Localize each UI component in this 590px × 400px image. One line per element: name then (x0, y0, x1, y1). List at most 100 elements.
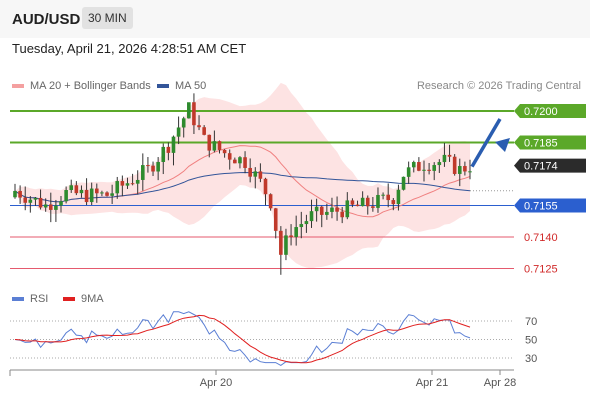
ma20-legend-label: MA 20 + Bollinger Bands (30, 80, 151, 92)
forecast-arrowhead (495, 138, 510, 152)
candle-body (227, 153, 232, 160)
candle-body (156, 161, 160, 172)
rsi-tick-30: 30 (525, 353, 537, 365)
ma50-swatch (157, 84, 169, 89)
candle-body (161, 146, 166, 162)
candle-body (391, 200, 396, 205)
candle-body (28, 199, 33, 203)
candle-body (79, 189, 84, 194)
candle-body (299, 224, 304, 228)
candle-body (411, 162, 416, 168)
bollinger-band (15, 82, 470, 269)
candle-body (340, 211, 344, 218)
candle-body (401, 176, 406, 190)
candle-body (442, 154, 447, 163)
chart-header: AUD/USD 30 MIN (0, 0, 590, 38)
candle-body (166, 146, 171, 153)
candle-body (222, 149, 227, 154)
x-tick-label: Apr 21 (416, 377, 448, 389)
candle-body (457, 166, 462, 174)
price-tag-0.7174-bg (514, 158, 586, 173)
candle-body (233, 159, 237, 164)
candle-body (54, 205, 58, 210)
candle-body (13, 190, 17, 198)
candle-body (197, 125, 201, 128)
symbol-title: AUD/USD (12, 11, 81, 28)
candle-body (386, 194, 391, 201)
candle-body (350, 200, 355, 205)
rsi-tick-70: 70 (525, 316, 537, 328)
candle-body (314, 206, 319, 212)
candles (13, 93, 472, 275)
candle-body (135, 179, 140, 184)
candle-body (273, 208, 278, 231)
price-tag-0.7140: 0.7140 (524, 232, 558, 244)
candle-body (105, 192, 109, 196)
candle-body (335, 207, 339, 212)
candle-body (452, 156, 457, 174)
x-tick-label: Apr 28 (484, 377, 516, 389)
chart-datetime: Tuesday, April 21, 2026 4:28:51 AM CET (12, 41, 247, 56)
candle-body (294, 227, 298, 238)
candle-body (192, 102, 196, 126)
candle-body (74, 185, 79, 194)
candle-body (406, 167, 411, 177)
candle-body (115, 181, 120, 194)
price-tag-0.7200-bg (514, 104, 586, 118)
candle-body (100, 192, 104, 194)
candle-body (212, 141, 217, 151)
candle-body (432, 165, 437, 171)
rsi-ma-legend: 9MA (63, 293, 104, 305)
candle-body (141, 165, 145, 180)
candle-body (89, 188, 94, 203)
candle-body (427, 169, 431, 171)
candle-body (345, 200, 350, 218)
candle-body (463, 166, 467, 172)
candle-body (38, 197, 43, 208)
candle-body (146, 165, 150, 167)
candle-body (151, 165, 155, 172)
candle-body (217, 141, 222, 150)
candle-body (187, 102, 191, 119)
rsi-legend-label: RSI (30, 293, 49, 305)
price-tag-0.7185-bg (514, 135, 586, 150)
candle-body (120, 181, 125, 186)
candle-body (325, 211, 329, 215)
price-tag-0.7155: 0.7155 (524, 201, 558, 213)
candle-body (130, 183, 135, 185)
candle-body (69, 185, 74, 191)
candle-body (243, 157, 247, 168)
rsi-line (14, 311, 471, 366)
candle-body (381, 194, 385, 196)
candle-body (355, 204, 360, 207)
timeframe-badge[interactable]: 30 MIN (82, 7, 133, 29)
candle-body (304, 221, 309, 225)
candle-body (417, 162, 421, 171)
candle-body (396, 189, 401, 205)
rsi-ma-line (14, 314, 471, 364)
candle-body (422, 169, 426, 171)
candle-body (59, 201, 63, 206)
candle-body (64, 190, 68, 202)
candle-body (309, 211, 314, 222)
ma50-legend: MA 50 (157, 80, 206, 92)
price-tag-0.7155-bg (514, 198, 586, 213)
price-tag-0.7125: 0.7125 (524, 264, 558, 276)
candle-body (125, 183, 130, 186)
ma50-legend-label: MA 50 (175, 80, 207, 92)
candle-body (279, 230, 283, 255)
rsi-ma-legend-label: 9MA (81, 293, 104, 305)
rsi-swatch (12, 297, 24, 302)
candle-body (258, 171, 263, 179)
candle-body (289, 235, 293, 238)
candle-body (468, 171, 472, 173)
candle-body (437, 162, 442, 166)
candle-body (43, 204, 48, 208)
credit-text: Research © 2026 Trading Central (416, 80, 581, 92)
candle-body (18, 190, 22, 198)
candle-body (248, 167, 252, 177)
price-tag-0.7174: 0.7174 (524, 161, 558, 173)
candle-body (202, 127, 206, 135)
candle-body (319, 206, 324, 215)
candle-body (330, 207, 334, 212)
